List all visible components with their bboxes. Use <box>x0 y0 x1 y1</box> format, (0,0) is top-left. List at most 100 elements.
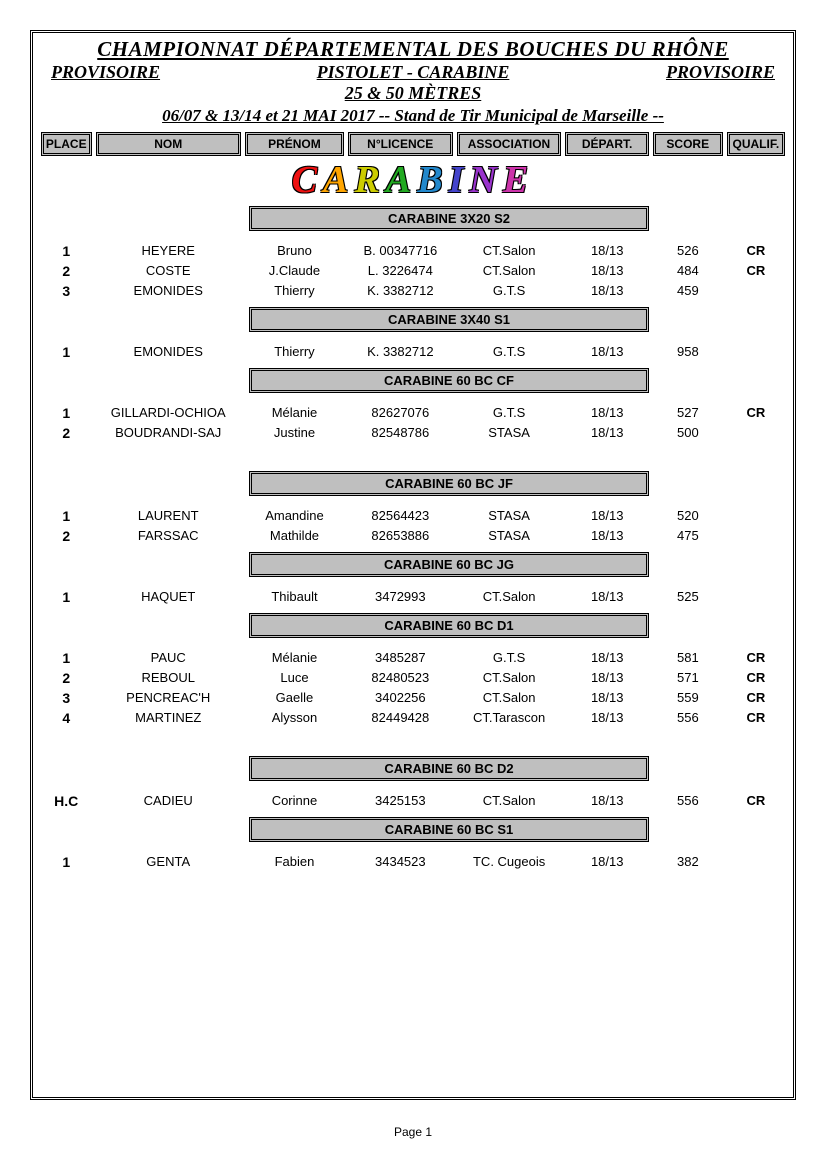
result-row: H.CCADIEUCorinne3425153CT.Salon18/13556C… <box>41 791 785 811</box>
cell-place: 3 <box>41 281 91 301</box>
cell-place: 4 <box>41 708 91 728</box>
cell-prenom: Bruno <box>245 241 344 261</box>
carabine-letter: R <box>355 159 386 201</box>
cell-qualif <box>727 587 785 607</box>
cell-prenom: Gaelle <box>245 688 344 708</box>
cell-nom: PENCREAC'H <box>95 688 241 708</box>
carabine-letter: I <box>449 159 470 201</box>
cell-depart: 18/13 <box>566 852 649 872</box>
category-title: CARABINE 60 BC D2 <box>249 756 649 781</box>
cell-score: 525 <box>653 587 723 607</box>
cell-prenom: Justine <box>245 423 344 443</box>
cell-licence: 82564423 <box>348 506 453 526</box>
carabine-letter: A <box>386 159 417 201</box>
cell-place: 1 <box>41 342 91 362</box>
col-licence: N°LICENCE <box>348 132 453 156</box>
cell-score: 581 <box>653 648 723 668</box>
cell-licence: 82548786 <box>348 423 453 443</box>
cell-licence: K. 3382712 <box>348 281 453 301</box>
category-bar-wrap: CARABINE 60 BC D2 <box>41 756 785 781</box>
cell-depart: 18/13 <box>566 506 649 526</box>
cell-nom: EMONIDES <box>95 281 241 301</box>
cell-score: 556 <box>653 708 723 728</box>
category-title: CARABINE 3X40 S1 <box>249 307 649 332</box>
cell-place: 2 <box>41 526 91 546</box>
cell-assoc: G.T.S <box>457 342 562 362</box>
cell-depart: 18/13 <box>566 342 649 362</box>
category-title: CARABINE 3X20 S2 <box>249 206 649 231</box>
cell-assoc: STASA <box>457 423 562 443</box>
cell-qualif: CR <box>727 648 785 668</box>
carabine-letter: E <box>503 159 534 201</box>
cell-nom: HAQUET <box>95 587 241 607</box>
category-title: CARABINE 60 BC S1 <box>249 817 649 842</box>
cell-licence: 82653886 <box>348 526 453 546</box>
cell-depart: 18/13 <box>566 241 649 261</box>
result-row: 2REBOULLuce82480523CT.Salon18/13571CR <box>41 668 785 688</box>
cell-place: 1 <box>41 648 91 668</box>
result-rows: 1HAQUETThibault3472993CT.Salon18/13525 <box>41 587 785 607</box>
cell-place: 1 <box>41 506 91 526</box>
cell-depart: 18/13 <box>566 261 649 281</box>
category-title: CARABINE 60 BC JG <box>249 552 649 577</box>
result-row: 2COSTEJ.ClaudeL. 3226474CT.Salon18/13484… <box>41 261 785 281</box>
result-rows: 1GENTAFabien3434523TC. Cugeois18/13382 <box>41 852 785 872</box>
cell-nom: GENTA <box>95 852 241 872</box>
col-score: SCORE <box>653 132 723 156</box>
cell-score: 459 <box>653 281 723 301</box>
provisoire-left: PROVISOIRE <box>51 62 221 83</box>
category-bar-wrap: CARABINE 60 BC D1 <box>41 613 785 638</box>
cell-depart: 18/13 <box>566 526 649 546</box>
cell-assoc: CT.Salon <box>457 791 562 811</box>
cell-qualif <box>727 526 785 546</box>
carabine-letter: C <box>292 159 323 201</box>
col-depart: DÉPART. <box>565 132 648 156</box>
result-row: 4MARTINEZAlysson82449428CT.Tarascon18/13… <box>41 708 785 728</box>
cell-qualif <box>727 423 785 443</box>
category-bar-wrap: CARABINE 3X20 S2 <box>41 206 785 231</box>
cell-qualif: CR <box>727 261 785 281</box>
cell-nom: HEYERE <box>95 241 241 261</box>
cell-nom: COSTE <box>95 261 241 281</box>
category-title: CARABINE 60 BC CF <box>249 368 649 393</box>
cell-assoc: CT.Salon <box>457 261 562 281</box>
cell-score: 571 <box>653 668 723 688</box>
cell-qualif: CR <box>727 668 785 688</box>
cell-licence: L. 3226474 <box>348 261 453 281</box>
cell-licence: 3402256 <box>348 688 453 708</box>
col-nom: NOM <box>96 132 241 156</box>
cell-depart: 18/13 <box>566 688 649 708</box>
cell-depart: 18/13 <box>566 668 649 688</box>
cell-depart: 18/13 <box>566 403 649 423</box>
cell-score: 500 <box>653 423 723 443</box>
cell-licence: K. 3382712 <box>348 342 453 362</box>
cell-nom: GILLARDI-OCHIOA <box>95 403 241 423</box>
cell-score: 958 <box>653 342 723 362</box>
cell-qualif <box>727 852 785 872</box>
result-row: 1HEYEREBrunoB. 00347716CT.Salon18/13526C… <box>41 241 785 261</box>
category-bar-wrap: CARABINE 60 BC S1 <box>41 817 785 842</box>
cell-assoc: G.T.S <box>457 281 562 301</box>
cell-nom: FARSSAC <box>95 526 241 546</box>
result-rows: 1PAUCMélanie3485287G.T.S18/13581CR2REBOU… <box>41 648 785 728</box>
cell-prenom: Mélanie <box>245 648 344 668</box>
cell-licence: 3425153 <box>348 791 453 811</box>
cell-qualif: CR <box>727 708 785 728</box>
cell-prenom: Mathilde <box>245 526 344 546</box>
cell-depart: 18/13 <box>566 648 649 668</box>
cell-score: 475 <box>653 526 723 546</box>
result-row: 1GILLARDI-OCHIOAMélanie82627076G.T.S18/1… <box>41 403 785 423</box>
result-row: 3EMONIDESThierryK. 3382712G.T.S18/13459 <box>41 281 785 301</box>
cell-qualif <box>727 281 785 301</box>
result-rows: 1GILLARDI-OCHIOAMélanie82627076G.T.S18/1… <box>41 403 785 443</box>
cell-assoc: G.T.S <box>457 648 562 668</box>
cell-nom: BOUDRANDI-SAJ <box>95 423 241 443</box>
cell-qualif <box>727 506 785 526</box>
cell-prenom: Thierry <box>245 281 344 301</box>
cell-place: 1 <box>41 403 91 423</box>
discipline: PISTOLET - CARABINE <box>221 62 605 83</box>
carabine-letter: B <box>417 159 448 201</box>
cell-assoc: CT.Salon <box>457 587 562 607</box>
result-row: 1LAURENTAmandine82564423STASA18/13520 <box>41 506 785 526</box>
cell-depart: 18/13 <box>566 708 649 728</box>
